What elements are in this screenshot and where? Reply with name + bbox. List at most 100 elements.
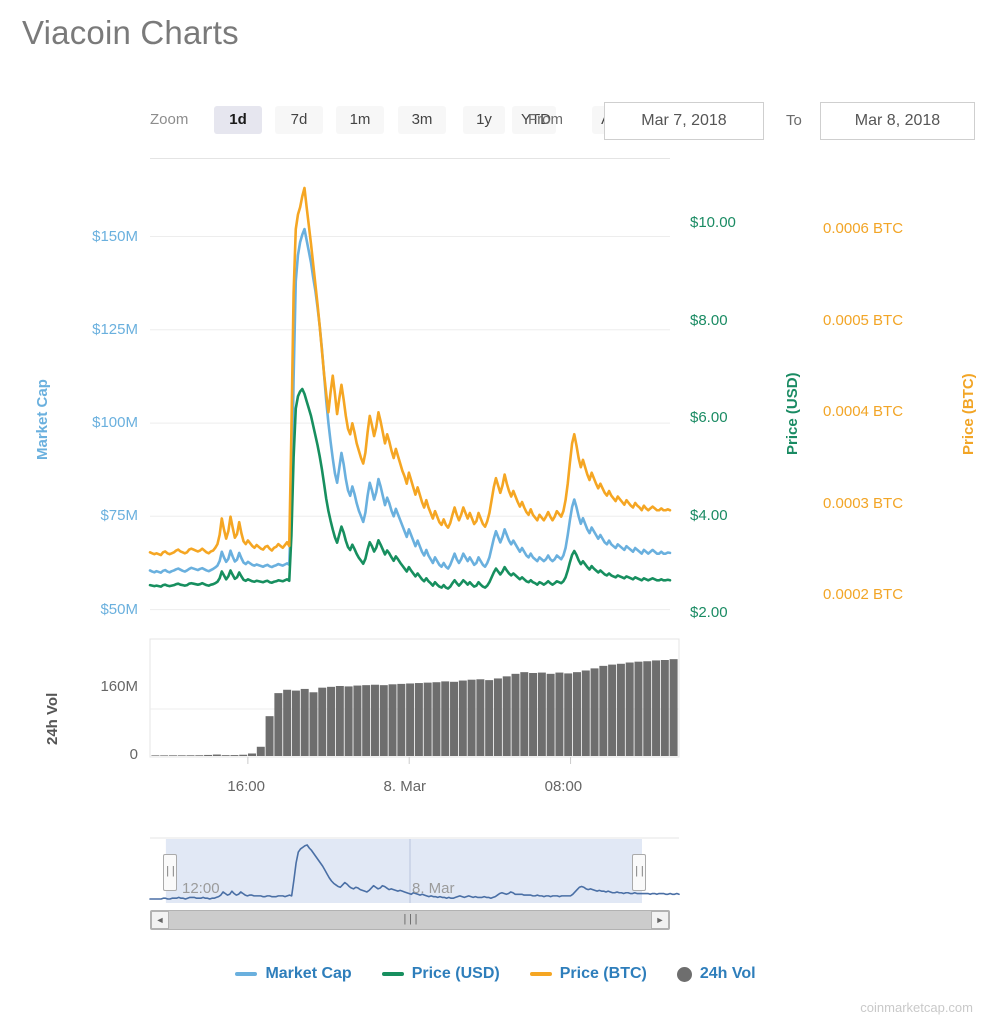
legend-item-24h-vol[interactable]: 24h Vol bbox=[676, 965, 756, 983]
range-button-3m[interactable]: 3m bbox=[398, 106, 446, 134]
volume-bar bbox=[599, 665, 608, 756]
range-button-7d[interactable]: 7d bbox=[275, 106, 323, 134]
volume-bar bbox=[265, 716, 274, 756]
volume-bar bbox=[309, 692, 318, 756]
to-label: To bbox=[786, 112, 802, 129]
volume-plot bbox=[149, 638, 680, 758]
volume-bar bbox=[379, 685, 388, 756]
navigator-handle-left[interactable]: || bbox=[163, 854, 177, 891]
tick-price-btc-1: 0.0005 BTC bbox=[823, 311, 904, 329]
date-from-input[interactable]: Mar 7, 2018 bbox=[604, 102, 764, 140]
volume-bar bbox=[177, 755, 186, 756]
price-plot bbox=[148, 186, 672, 611]
tick-x-2: 08:00 bbox=[544, 778, 583, 795]
volume-bar bbox=[186, 755, 195, 756]
volume-bar bbox=[493, 678, 502, 756]
tick-price-usd-4: $2.00 bbox=[690, 604, 728, 622]
volume-bar bbox=[327, 686, 336, 756]
legend-line-icon-market-cap bbox=[235, 972, 258, 976]
volume-bar bbox=[476, 679, 485, 756]
tick-price-usd-3: $4.00 bbox=[690, 506, 728, 524]
volume-bar bbox=[652, 660, 661, 756]
volume-bar bbox=[414, 683, 423, 756]
volume-bar bbox=[432, 682, 441, 756]
series-line-price-btc bbox=[148, 186, 672, 557]
volume-bar bbox=[441, 681, 450, 756]
volume-bar bbox=[564, 673, 573, 756]
range-button-ytd[interactable]: YTD bbox=[512, 106, 556, 134]
tick-price-btc-3: 0.0003 BTC bbox=[823, 494, 904, 512]
volume-bar bbox=[590, 668, 599, 756]
legend-label-price-btc: Price (BTC) bbox=[559, 965, 647, 982]
navigator-selection-mask bbox=[165, 839, 642, 903]
series-line-price-usd bbox=[148, 387, 672, 590]
volume-bar bbox=[283, 689, 292, 756]
navigator-series-line bbox=[149, 844, 680, 900]
volume-bar bbox=[168, 755, 177, 756]
volume-bar bbox=[274, 693, 283, 756]
tick-market-cap-1: $125M bbox=[92, 320, 138, 338]
date-to-input[interactable]: Mar 8, 2018 bbox=[820, 102, 975, 140]
volume-bar bbox=[423, 682, 432, 756]
scrollbar-grip-icon[interactable]: ||| bbox=[401, 914, 420, 926]
volume-bar bbox=[397, 683, 406, 756]
volume-bar bbox=[616, 663, 625, 756]
price-gridlines bbox=[150, 236, 670, 611]
range-button-1y[interactable]: 1y bbox=[463, 106, 505, 134]
chart-legend: Market Cap Price (USD) Price (BTC) 24h V… bbox=[0, 958, 991, 990]
zoom-label: Zoom bbox=[150, 111, 189, 128]
volume-bar bbox=[511, 673, 520, 756]
volume-bars bbox=[151, 659, 678, 756]
volume-bar bbox=[230, 755, 239, 756]
x-axis-ticks bbox=[247, 757, 572, 764]
navigator-scrollbar[interactable]: ◄ ||| ► bbox=[150, 910, 670, 930]
tick-market-cap-3: $75M bbox=[100, 507, 138, 525]
range-toolbar: Zoom 1d 7d 1m 3m 1y YTD ALL From Mar 7, … bbox=[0, 102, 991, 142]
from-label: From bbox=[528, 111, 563, 128]
navigator[interactable] bbox=[140, 833, 680, 913]
volume-bar bbox=[318, 687, 327, 756]
volume-bar bbox=[573, 672, 581, 756]
volume-bar bbox=[634, 661, 643, 756]
axis-title-24h-vol: 24h Vol bbox=[44, 692, 61, 745]
range-button-1d[interactable]: 1d bbox=[214, 106, 262, 134]
volume-bar bbox=[555, 672, 564, 756]
volume-bar bbox=[160, 755, 169, 756]
scroll-left-arrow-icon[interactable]: ◄ bbox=[151, 911, 169, 929]
volume-bar bbox=[581, 670, 590, 756]
tick-price-usd-0: $10.00 bbox=[690, 214, 736, 232]
tick-volume-0: 160M bbox=[100, 678, 138, 696]
legend-line-icon-price-btc bbox=[529, 972, 552, 976]
volume-bar bbox=[344, 686, 353, 756]
legend-item-market-cap[interactable]: Market Cap bbox=[235, 965, 352, 983]
tick-price-usd-2: $6.00 bbox=[690, 409, 728, 427]
tick-price-btc-0: 0.0006 BTC bbox=[823, 220, 904, 238]
tick-x-0: 16:00 bbox=[227, 778, 265, 795]
volume-bar bbox=[221, 755, 230, 756]
legend-line-icon-price-usd bbox=[381, 972, 404, 976]
tick-market-cap-2: $100M bbox=[92, 414, 138, 432]
volume-bar bbox=[151, 755, 160, 756]
scroll-right-arrow-icon[interactable]: ► bbox=[651, 911, 669, 929]
legend-label-24h-vol: 24h Vol bbox=[699, 965, 756, 982]
range-button-1m[interactable]: 1m bbox=[336, 106, 384, 134]
volume-bar bbox=[520, 672, 529, 756]
volume-bar bbox=[450, 681, 459, 756]
tick-price-btc-2: 0.0004 BTC bbox=[823, 403, 904, 421]
volume-bar bbox=[406, 683, 415, 756]
legend-item-price-btc[interactable]: Price (BTC) bbox=[529, 965, 647, 983]
volume-bar bbox=[502, 676, 511, 756]
navigator-handle-right[interactable]: || bbox=[632, 854, 646, 891]
legend-label-price-usd: Price (USD) bbox=[411, 965, 500, 982]
navigator-tick-label-1200: 12:00 bbox=[182, 880, 220, 897]
volume-bar bbox=[485, 680, 494, 756]
legend-item-price-usd[interactable]: Price (USD) bbox=[381, 965, 500, 983]
volume-bar bbox=[248, 753, 256, 756]
volume-bar bbox=[669, 659, 678, 756]
legend-dot-icon-24h-vol bbox=[676, 966, 692, 982]
volume-bar bbox=[660, 660, 669, 756]
volume-bar bbox=[537, 672, 546, 756]
footer-credit: coinmarketcap.com bbox=[860, 1000, 973, 1015]
legend-label-market-cap: Market Cap bbox=[265, 965, 352, 982]
